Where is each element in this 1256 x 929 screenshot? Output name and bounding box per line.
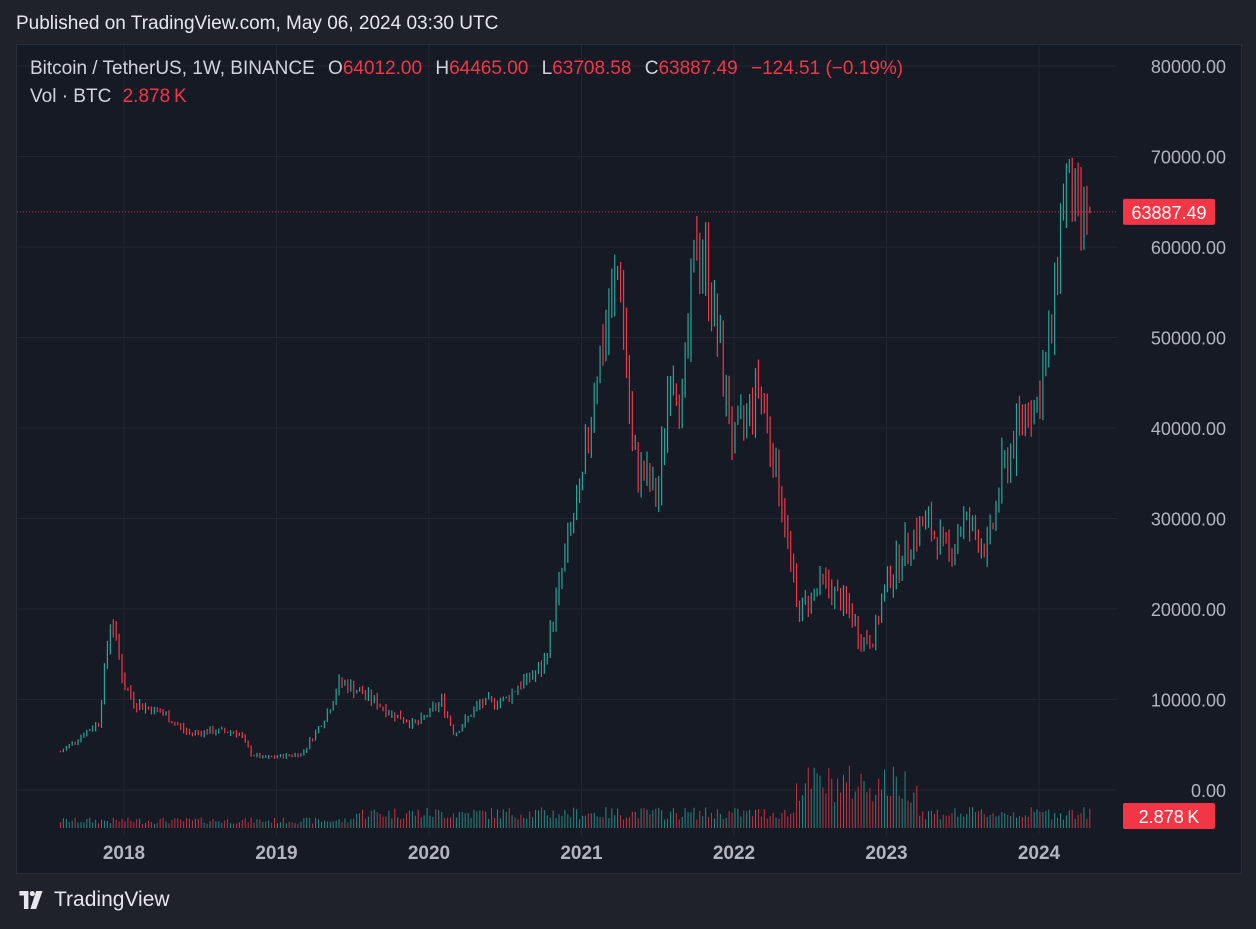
volume-legend: Vol · BTC 2.878 K (30, 86, 187, 108)
high-value: 64465.00 (449, 58, 529, 79)
high-label: H (435, 58, 450, 79)
y-tick-label: 60000.00 (1151, 238, 1226, 258)
y-tick-label: 40000.00 (1151, 419, 1226, 439)
volume-label[interactable]: Vol · BTC (30, 86, 112, 107)
symbol-title[interactable]: Bitcoin / TetherUS, 1W, BINANCE (30, 58, 315, 79)
last-price-label: 63887.49 (1131, 203, 1206, 223)
y-tick-label: 50000.00 (1151, 329, 1226, 349)
x-tick-label: 2021 (560, 843, 603, 864)
last-volume-badge (1123, 803, 1215, 829)
tradingview-logo-icon (19, 891, 43, 909)
close-label: C (644, 58, 659, 79)
x-tick-label: 2019 (255, 843, 297, 864)
y-tick-label: 70000.00 (1151, 148, 1226, 168)
price-chart[interactable]: 80000.00 70000.00 60000.00 50000.00 40000.00… (17, 45, 1241, 873)
open-label: O (328, 58, 343, 79)
x-tick-label: 2023 (865, 843, 907, 864)
footer-brand-label: TradingView (54, 888, 170, 911)
y-tick-label: 80000.00 (1151, 57, 1226, 77)
y-tick-label: 30000.00 (1151, 510, 1226, 530)
footer-brand: TradingView (16, 888, 170, 912)
y-tick-label: 20000.00 (1151, 600, 1226, 620)
y-tick-label: 0.00 (1191, 781, 1226, 801)
x-tick-label: 2022 (713, 843, 755, 864)
x-tick-label: 2020 (408, 843, 450, 864)
x-tick-label: 2024 (1018, 843, 1061, 864)
published-header: Published on TradingView.com, May 06, 20… (16, 13, 499, 34)
chart-pane[interactable]: 80000.00 70000.00 60000.00 50000.00 40000.00… (16, 44, 1242, 874)
last-price-badge (1123, 198, 1215, 225)
volume-value: 2.878 K (122, 86, 187, 107)
x-tick-label: 2018 (103, 843, 145, 864)
open-value: 64012.00 (342, 58, 423, 79)
change-value: −124.51 (−0.19%) (750, 58, 904, 79)
last-volume-label: 2.878 K (1139, 807, 1200, 827)
symbol-legend: Bitcoin / TetherUS, 1W, BINANCE O64012.0… (30, 58, 903, 80)
low-value: 63708.58 (552, 58, 632, 79)
low-label: L (541, 58, 553, 79)
y-tick-label: 10000.00 (1151, 691, 1226, 711)
close-value: 63887.49 (658, 58, 738, 79)
